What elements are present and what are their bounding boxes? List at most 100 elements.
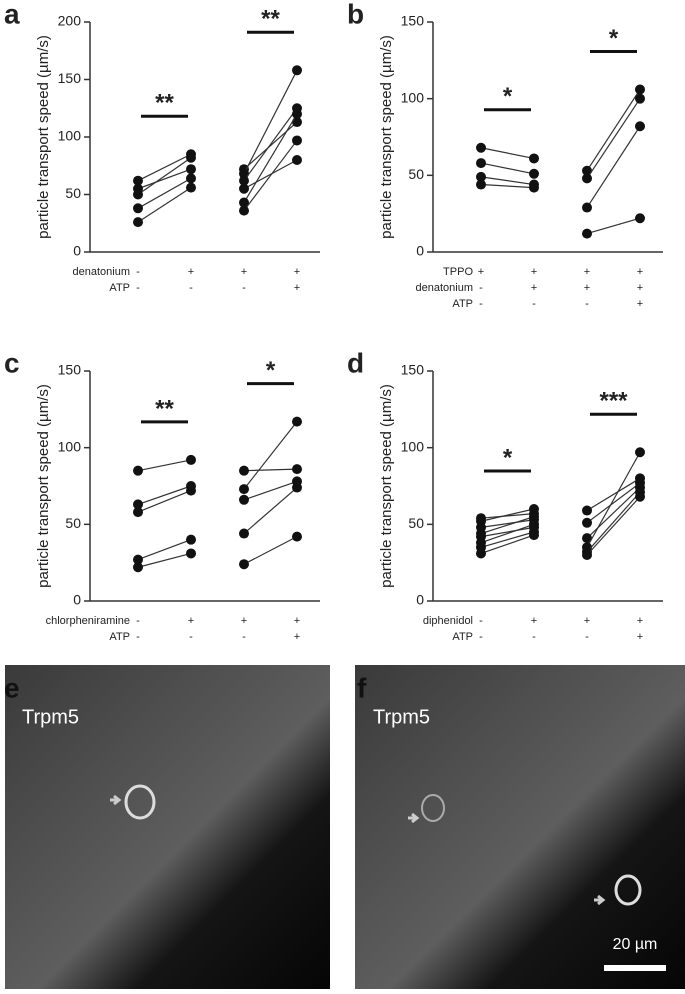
data-point (133, 203, 143, 214)
data-point (133, 217, 143, 228)
image-e (5, 665, 330, 989)
significance-label: ** (155, 395, 174, 422)
pair-line (480, 513, 535, 519)
data-point (239, 494, 249, 505)
y-axis-label: particle transport speed (µm/s) (378, 35, 395, 239)
data-point (582, 228, 592, 239)
significance-label: * (609, 25, 619, 52)
significance-label: ** (261, 6, 280, 33)
data-point (476, 171, 486, 182)
condition-mark: + (531, 282, 537, 294)
pair-line (586, 496, 641, 556)
data-point (133, 507, 143, 518)
pair-line (137, 187, 192, 223)
significance-label: * (503, 83, 513, 110)
data-point (582, 173, 592, 184)
data-point (635, 447, 645, 458)
data-point (582, 533, 592, 544)
pair-line (586, 89, 641, 172)
data-point (582, 505, 592, 516)
data-point (133, 499, 143, 510)
data-point (476, 142, 486, 153)
panel-label: c (4, 347, 20, 378)
pair-line (586, 487, 641, 539)
y-tick-label: 50 (65, 515, 81, 531)
panel-label: f (357, 672, 367, 703)
data-point (635, 93, 645, 104)
pair-line (243, 487, 298, 534)
y-tick-label: 0 (73, 592, 81, 608)
pair-line (243, 536, 298, 565)
data-point (186, 454, 196, 465)
significance-label: *** (599, 388, 628, 415)
y-tick-label: 150 (58, 362, 82, 378)
condition-label: ATP (452, 298, 473, 310)
image-label: Trpm5 (373, 706, 430, 728)
data-point (186, 182, 196, 193)
condition-mark: + (584, 266, 590, 278)
data-point (292, 416, 302, 427)
pair-line (137, 539, 192, 561)
condition-mark: + (478, 266, 484, 278)
data-point (582, 202, 592, 213)
pair-line (137, 157, 192, 195)
pair-line (243, 70, 298, 175)
pair-line (243, 159, 298, 190)
data-point (133, 175, 143, 186)
pair-line (243, 480, 298, 501)
condition-mark: - (136, 615, 140, 627)
condition-mark: + (531, 266, 537, 278)
condition-mark: + (531, 615, 537, 627)
y-axis-label: particle transport speed (µm/s) (378, 384, 395, 588)
condition-mark: - (585, 631, 589, 643)
condition-mark: - (532, 631, 536, 643)
pair-line (243, 468, 298, 472)
pair-line (137, 459, 192, 472)
data-point (582, 517, 592, 528)
y-tick-label: 50 (408, 515, 424, 531)
data-point (133, 189, 143, 200)
pair-line (586, 491, 641, 553)
y-tick-label: 150 (401, 362, 425, 378)
pair-line (137, 485, 192, 505)
data-point (476, 179, 486, 190)
data-point (529, 182, 539, 193)
pair-line (137, 177, 192, 209)
pair-line (480, 147, 535, 160)
data-point (529, 504, 539, 514)
condition-label: ATP (452, 631, 473, 643)
data-point (529, 519, 539, 530)
condition-label: TPPO (443, 266, 473, 278)
data-point (635, 84, 645, 95)
data-point (239, 484, 249, 495)
condition-mark: + (584, 615, 590, 627)
pair-line (480, 516, 535, 535)
data-point (239, 205, 249, 216)
pair-line (480, 523, 535, 544)
pair-line (480, 176, 535, 186)
data-point (635, 121, 645, 132)
data-point (292, 482, 302, 493)
data-point (186, 485, 196, 496)
pair-line (243, 113, 298, 203)
scale-bar-label: 20 µm (613, 936, 658, 953)
data-point (529, 511, 539, 522)
condition-mark: + (637, 615, 643, 627)
data-point (186, 173, 196, 184)
data-point (186, 164, 196, 175)
pair-line (480, 508, 535, 522)
data-point (292, 531, 302, 542)
condition-mark: - (479, 631, 483, 643)
pair-line (586, 125, 641, 208)
condition-label: denatonium (416, 282, 474, 294)
condition-mark: - (189, 631, 193, 643)
data-point (186, 534, 196, 545)
pair-line (480, 519, 535, 528)
data-point (239, 528, 249, 539)
image-f (355, 665, 685, 989)
y-tick-label: 50 (408, 166, 424, 182)
condition-mark: + (294, 282, 300, 294)
condition-mark: - (479, 298, 483, 310)
condition-label: ATP (109, 631, 130, 643)
condition-mark: - (136, 282, 140, 294)
